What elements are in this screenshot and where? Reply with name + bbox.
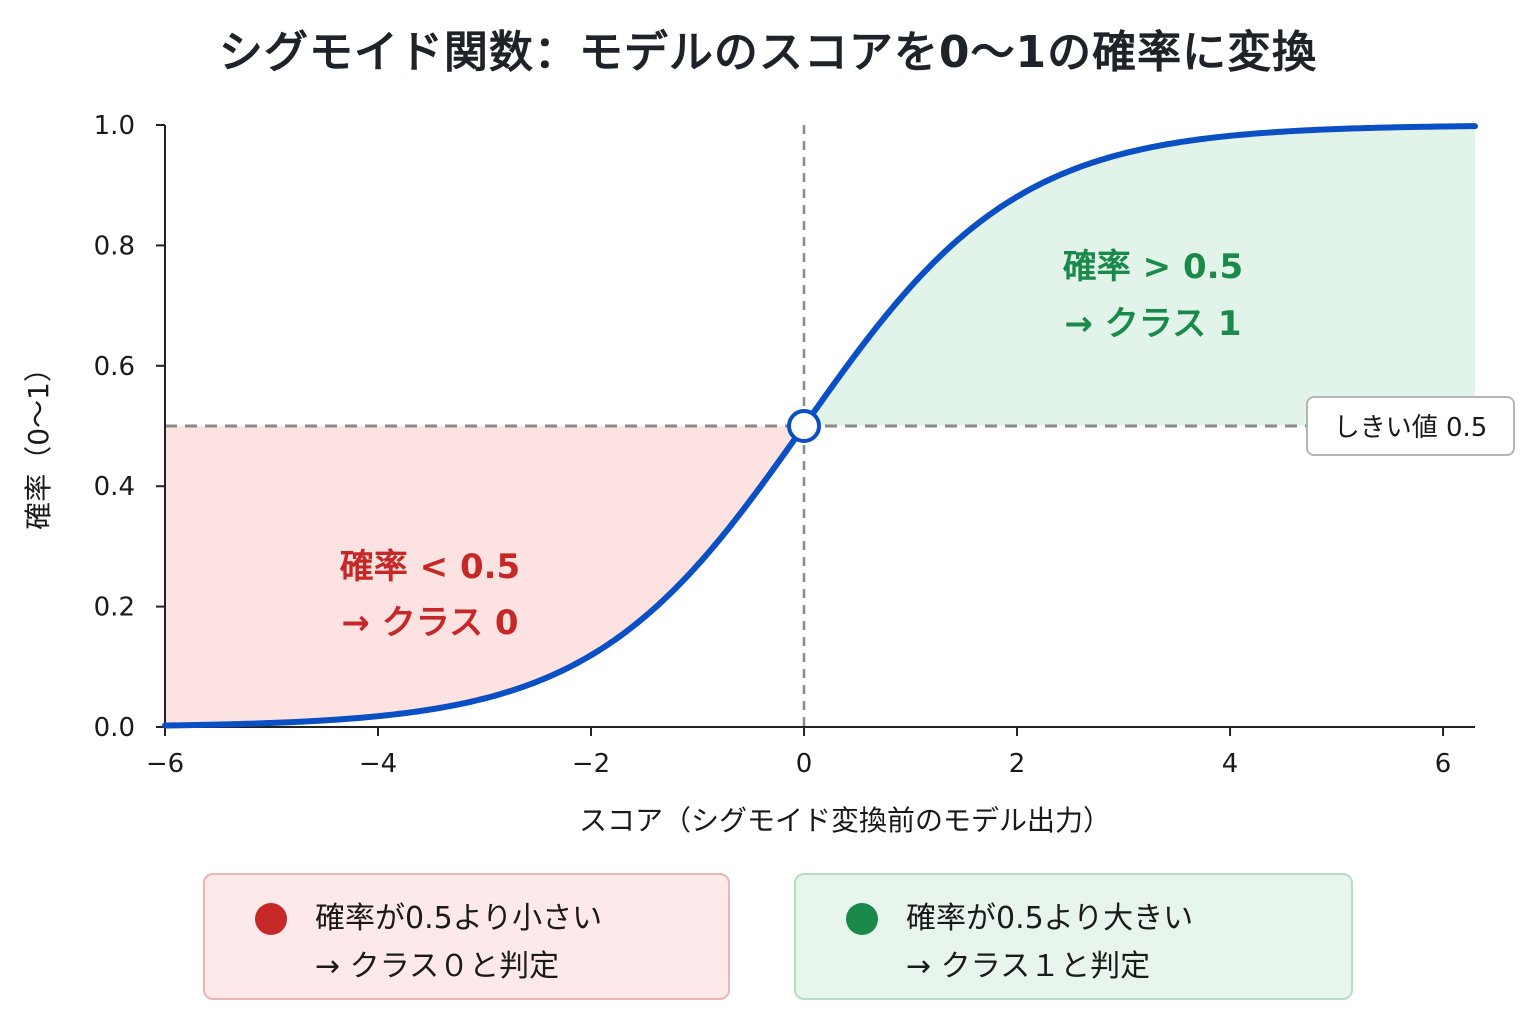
chart-title: シグモイド関数：モデルのスコアを0〜1の確率に変換 [218,27,1318,78]
region-class-1-label-line1: 確率 > 0.5 [1063,247,1243,287]
x-tick-label: 0 [796,749,813,779]
region-class-0-label-line2: → クラス 0 [341,603,518,643]
x-tick-label: 6 [1435,749,1452,779]
region-class-0-label-line1: 確率 < 0.5 [340,547,520,587]
legend-class-0-line2: → クラス０と判定 [315,949,560,984]
red-dot-icon [255,903,287,935]
x-tick-label: 4 [1222,749,1239,779]
x-tick-label: −4 [359,749,397,779]
legend-class-0-line1: 確率が0.5より小さい [315,901,603,936]
legend-class-1: 確率が0.5より大きい → クラス１と判定 [794,873,1353,1000]
x-tick-label: −2 [572,749,610,779]
legend-class-0: 確率が0.5より小さい → クラス０と判定 [203,873,730,1000]
y-tick-label: 0.2 [94,593,135,623]
y-tick-label: 0.6 [94,352,135,382]
x-axis-label: スコア（シグモイド変換前のモデル出力） [579,804,1111,837]
green-dot-icon [846,903,878,935]
threshold-label-box [1306,396,1515,456]
legend-class-1-line2: → クラス１と判定 [906,949,1151,984]
y-tick-label: 1.0 [94,111,135,141]
legend-class-1-line1: 確率が0.5より大きい [906,901,1194,936]
threshold-label: しきい値 0.5 [1334,413,1488,443]
x-tick-label: 2 [1009,749,1026,779]
region-class-0-fill [165,426,805,726]
region-class-1-fill [804,126,1475,427]
x-tick-label: −6 [146,749,184,779]
y-tick-label: 0.8 [94,231,135,261]
threshold-point-marker [787,409,822,443]
y-tick-label: 0.4 [94,472,135,502]
y-tick-label: 0.0 [94,713,135,743]
region-class-1-label-line2: → クラス 1 [1064,304,1241,344]
sigmoid-curve [162,123,1478,729]
y-axis-label: 確率（0〜1） [22,354,55,530]
